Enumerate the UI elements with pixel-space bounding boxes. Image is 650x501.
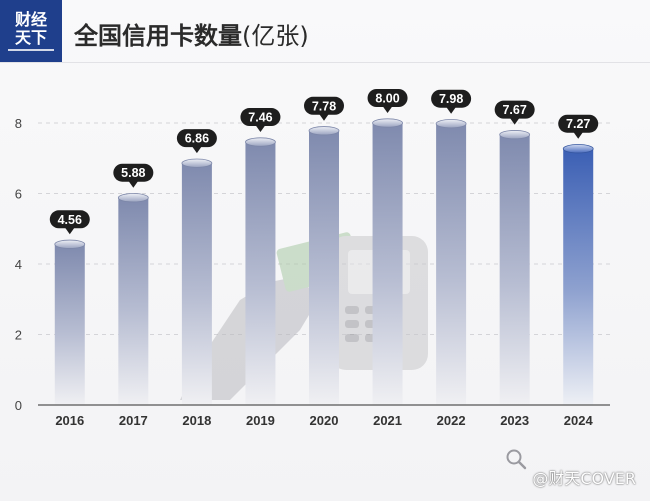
header-divider <box>0 62 650 63</box>
value-label-bubble <box>113 163 154 182</box>
value-label-text: 5.88 <box>121 166 145 180</box>
value-label: 5.88 <box>113 163 154 188</box>
chart-title: 全国信用卡数量(亿张) <box>74 16 309 51</box>
brand-logo: 财经 天下 <box>0 0 62 62</box>
bar-cap <box>117 193 149 203</box>
bar <box>436 123 467 405</box>
y-tick-label: 0 <box>15 398 22 413</box>
value-label-pointer <box>255 125 266 133</box>
bar <box>563 148 594 406</box>
bar-cap <box>181 158 213 168</box>
watermark: @财天COVER <box>532 469 636 488</box>
bar-cap <box>372 118 403 128</box>
value-label: 7.46 <box>240 108 281 133</box>
value-label: 7.27 <box>558 114 599 139</box>
bar-cap <box>308 126 340 136</box>
value-label-bubble <box>367 89 408 107</box>
value-label-pointer <box>128 180 139 188</box>
y-tick-label: 4 <box>15 257 22 272</box>
y-axis-ticks: 0 2 4 6 8 <box>15 116 22 413</box>
bar <box>54 244 85 405</box>
x-tick-label: 2016 <box>55 413 84 428</box>
bar <box>372 123 403 405</box>
bar-cap <box>245 137 276 147</box>
x-tick-label: 2020 <box>310 413 339 428</box>
x-axis-ticks: 2016 2017 2018 2019 2020 2021 2022 2023 2024 <box>55 413 593 428</box>
bar-cap <box>435 119 467 129</box>
value-label-pointer <box>573 131 584 139</box>
brand-logo-line1: 财经 <box>14 10 47 29</box>
value-label-text: 4.56 <box>58 213 82 227</box>
y-tick-label: 6 <box>15 187 22 202</box>
value-label-bubble <box>558 114 599 133</box>
value-label-text: 7.98 <box>439 92 463 106</box>
value-label-text: 7.46 <box>248 111 272 125</box>
value-label-bubble <box>304 96 344 115</box>
bar-cap <box>499 130 531 140</box>
value-label: 7.78 <box>304 96 344 121</box>
value-label: 4.56 <box>49 210 90 235</box>
value-label-bubble <box>494 100 535 119</box>
value-label: 8.00 <box>367 89 408 113</box>
y-tick-label: 8 <box>15 116 22 131</box>
bar <box>499 134 530 405</box>
x-tick-label: 2019 <box>246 413 275 428</box>
zoom-icon[interactable] <box>505 448 527 470</box>
bar-cap <box>54 239 86 249</box>
value-label-text: 7.67 <box>502 103 526 117</box>
value-labels: 4.56 5.88 6.86 7.46 7.78 8.00 7.98 7.67 7.27 <box>49 89 599 235</box>
x-tick-label: 2018 <box>182 413 211 428</box>
value-label: 7.98 <box>431 89 472 114</box>
bar <box>245 142 276 405</box>
y-tick-label: 2 <box>15 328 22 343</box>
bar <box>309 130 339 405</box>
value-label-bubble <box>240 108 281 127</box>
value-label-bubble <box>176 129 217 148</box>
value-label-pointer <box>509 117 520 125</box>
x-tick-label: 2021 <box>373 413 402 428</box>
bar <box>118 197 149 405</box>
value-label: 7.67 <box>494 100 535 125</box>
x-tick-label: 2022 <box>437 413 466 428</box>
value-label-pointer <box>191 146 202 154</box>
value-label-pointer <box>64 227 75 235</box>
value-label-text: 6.86 <box>185 132 209 146</box>
brand-logo-rule <box>8 49 54 51</box>
value-label-text: 7.27 <box>566 117 590 131</box>
value-label-bubble <box>431 89 472 108</box>
bar-cap <box>562 144 594 154</box>
x-tick-label: 2017 <box>119 413 148 428</box>
x-tick-label: 2023 <box>500 413 529 428</box>
value-label-text: 8.00 <box>375 92 399 106</box>
value-label-pointer <box>382 106 393 113</box>
value-label-bubble <box>49 210 90 229</box>
bar <box>181 163 212 405</box>
chart-title-unit: (亿张) <box>242 22 309 50</box>
value-label: 6.86 <box>176 129 217 154</box>
bars <box>54 118 594 406</box>
value-label-pointer <box>446 106 457 114</box>
value-label-text: 7.78 <box>312 99 336 113</box>
x-tick-label: 2024 <box>564 413 594 428</box>
brand-logo-line2: 天下 <box>14 28 47 47</box>
chart-title-text: 全国信用卡数量 <box>74 22 242 50</box>
value-label-pointer <box>319 113 329 121</box>
